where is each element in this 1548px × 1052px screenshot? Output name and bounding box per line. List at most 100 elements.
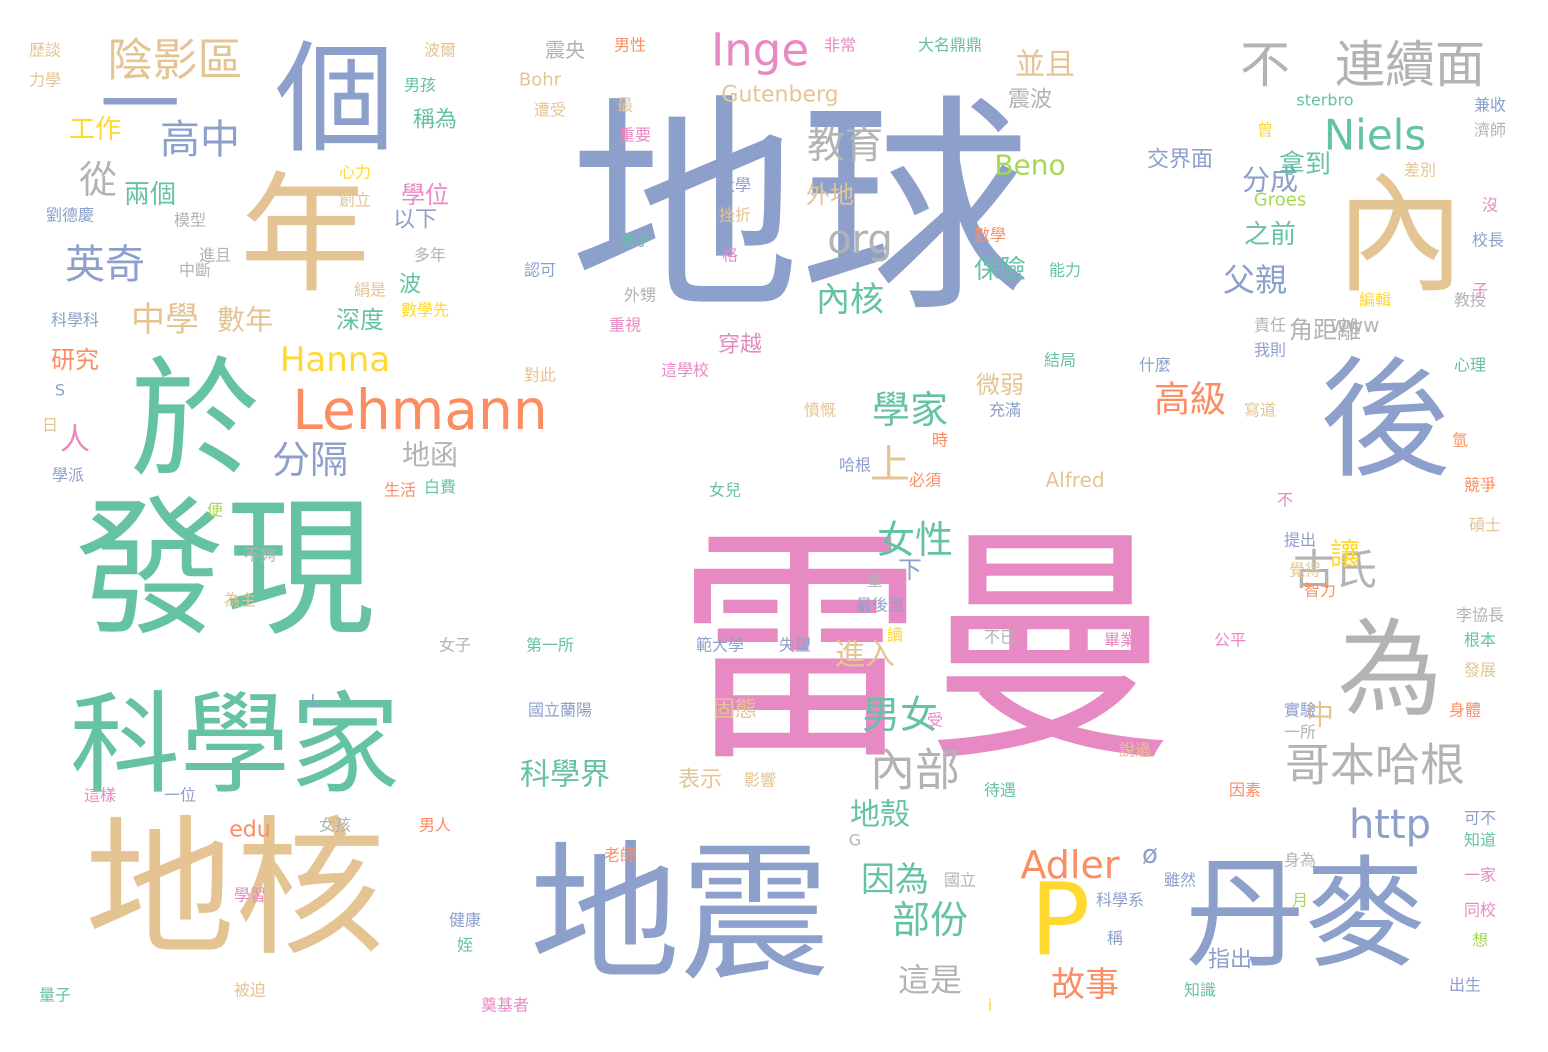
cloud-word: 兩個 (124, 180, 176, 210)
cloud-word: 故事 (1051, 965, 1119, 1005)
cloud-word: 這學校 (661, 361, 709, 380)
cloud-word: 劉德慶 (46, 206, 94, 225)
cloud-word: 以下 (393, 208, 437, 233)
cloud-word: 兼收 (1474, 96, 1506, 115)
cloud-word: 知識 (1184, 981, 1216, 1000)
cloud-word: 歷談 (29, 41, 61, 60)
cloud-word: 心力 (339, 163, 371, 182)
cloud-word: Niels (1324, 111, 1426, 160)
cloud-word: 數學先 (401, 301, 449, 320)
cloud-word: i (988, 996, 992, 1015)
cloud-word: 公平 (1214, 631, 1246, 650)
cloud-word: 老師 (604, 846, 636, 865)
cloud-word: 身為 (1284, 851, 1316, 870)
cloud-word: 女孩 (319, 816, 351, 835)
cloud-word: 中學 (131, 300, 199, 340)
cloud-word: 丹麥 (1185, 846, 1425, 985)
cloud-word: 健康 (449, 911, 481, 930)
cloud-word: 之前 (1244, 220, 1296, 250)
cloud-word: 教授 (1454, 291, 1486, 310)
cloud-word: 發展 (1464, 661, 1496, 680)
cloud-word: 古氏 (1293, 546, 1377, 595)
cloud-word: 中 (1306, 699, 1334, 732)
cloud-word: 高中 (160, 117, 240, 163)
cloud-word: 下 (898, 556, 922, 584)
cloud-word: 個 (275, 31, 395, 170)
cloud-word: 交界面 (1147, 148, 1213, 173)
cloud-word: 科學家 (70, 681, 400, 809)
cloud-word: Adler (1020, 843, 1119, 887)
cloud-word: 不 (1277, 491, 1293, 510)
cloud-word: 學派 (52, 466, 84, 485)
cloud-word: Gutenberg (721, 83, 838, 108)
cloud-word: 覺得 (1289, 561, 1321, 580)
cloud-word: 出生 (1449, 976, 1481, 995)
cloud-word: 這樣 (84, 786, 116, 805)
cloud-word: 可不 (1464, 809, 1496, 828)
cloud-word: 實驗 (1284, 701, 1316, 720)
cloud-word: 稱為 (413, 108, 457, 133)
cloud-word: G (849, 831, 861, 850)
cloud-word: 多年 (414, 246, 446, 265)
cloud-word: 陰影區 (107, 34, 242, 87)
cloud-word: 認可 (524, 261, 556, 280)
cloud-word: 部份 (892, 898, 968, 942)
cloud-word: 數學 (974, 226, 1006, 245)
cloud-word: 工作 (69, 115, 121, 145)
cloud-word: 拿到 (1279, 150, 1331, 180)
cloud-word: 進入 (835, 638, 895, 673)
cloud-word: 大名鼎鼎 (918, 36, 982, 55)
cloud-word: 校長 (1472, 231, 1504, 250)
cloud-word: S (55, 381, 65, 400)
cloud-word: 哥本哈根 (1285, 739, 1465, 792)
cloud-word: 外甥 (624, 286, 656, 305)
cloud-word: 內部 (870, 744, 960, 797)
cloud-word: 數年 (217, 304, 273, 337)
cloud-word: Alfred (1045, 468, 1104, 492)
cloud-word: 第一所 (526, 636, 574, 655)
cloud-word: 地殼 (850, 798, 910, 833)
cloud-word: 一 (100, 59, 180, 152)
cloud-word: 年 (240, 159, 370, 311)
cloud-word: 結局 (1044, 351, 1076, 370)
cloud-word: 一家 (1464, 866, 1496, 885)
cloud-word: 根本 (1464, 631, 1496, 650)
cloud-word: 保險 (974, 255, 1026, 285)
cloud-word: 說過 (1119, 741, 1151, 760)
cloud-word: 同校 (1464, 901, 1496, 920)
cloud-word: 英奇 (65, 242, 145, 288)
cloud-word: 知道 (1464, 831, 1496, 850)
cloud-word: 雷曼 (675, 505, 1175, 796)
cloud-word: 深度 (336, 306, 384, 334)
cloud-word: 震央 (545, 38, 585, 62)
cloud-word: Hanna (280, 340, 390, 380)
cloud-word: 分成 (1242, 164, 1298, 197)
cloud-word: 外地 (806, 181, 854, 209)
cloud-word: 讓 (1330, 538, 1360, 573)
cloud-word: 對此 (524, 366, 556, 385)
cloud-word: 女兒 (709, 481, 741, 500)
cloud-word: 憤慨 (804, 401, 836, 420)
cloud-word: 身體 (1449, 701, 1481, 720)
cloud-word: 李協長 (1456, 606, 1504, 625)
cloud-word: 男人 (419, 816, 451, 835)
cloud-word: 父親 (1223, 261, 1287, 299)
cloud-word: 波爾 (424, 41, 456, 60)
cloud-word: 角距離 (1289, 316, 1361, 344)
cloud-word: 哈根 (839, 456, 871, 475)
cloud-word: http (1349, 802, 1431, 848)
cloud-word: 並且 (1015, 48, 1075, 83)
cloud-word: 便 (207, 501, 223, 520)
cloud-word: 編輯 (1359, 291, 1391, 310)
cloud-word: 充滿 (989, 401, 1021, 420)
cloud-word: P (1030, 862, 1090, 979)
cloud-word: 生活 (384, 481, 416, 500)
cloud-word: 月 (1292, 891, 1308, 910)
cloud-word: 濟師 (1474, 121, 1506, 140)
cloud-word: Lehmann (292, 378, 547, 442)
cloud-word: Inge (711, 24, 809, 77)
cloud-word: 分隔 (272, 438, 348, 482)
cloud-word: 研究 (51, 346, 99, 374)
cloud-word: 什麼 (1139, 356, 1171, 375)
cloud-word: 男性 (614, 36, 646, 55)
